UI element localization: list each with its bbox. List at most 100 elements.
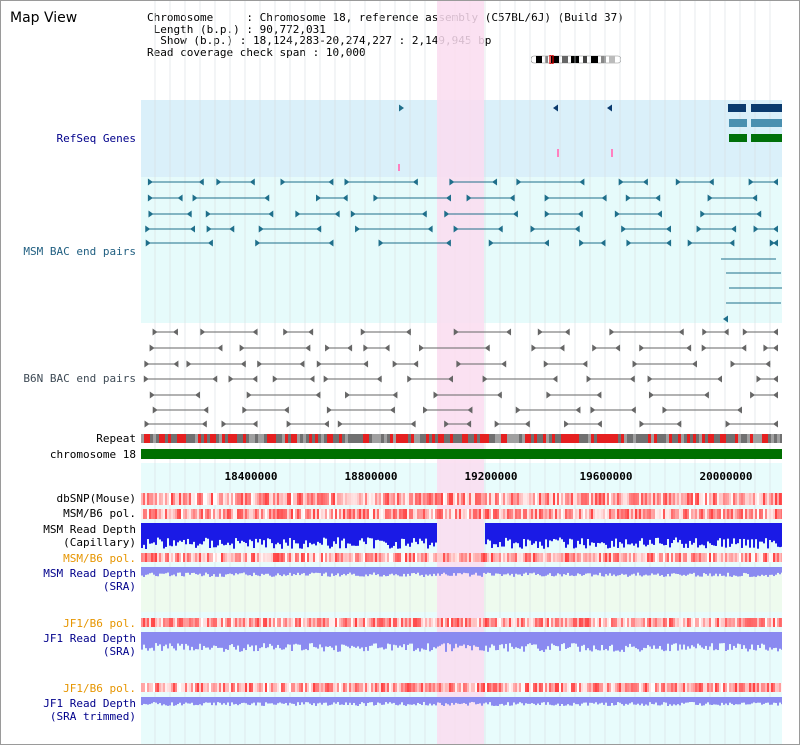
jf1-depth-sra-bar [609,632,611,647]
msm-b6-pol-cell [505,553,507,562]
msm-depth-capillary-bar [661,523,663,544]
jf1-b6-pol-cell [369,618,371,627]
jf1-b6-pol-cell [501,683,503,692]
jf1-b6-pol-cell [203,618,205,627]
chromosome-label-track[interactable]: chromosome 18 [49,448,136,461]
jf1-depth-trim-bar [659,697,661,706]
jf1-b6-pol-cell [671,618,673,627]
b6n-bac-pair-end [582,360,588,368]
repeat-segment [564,434,567,443]
msm-b6-pol-cell [361,553,363,562]
repeat-segment [189,434,192,443]
jf1-depth-sra-bar [179,632,181,646]
msm-depth-capillary-bar [719,523,721,539]
jf1-b6-pol-cell [165,683,167,692]
jf1-b6-pol-cell [243,618,245,627]
jf1-b6-pol-cell [183,618,185,627]
msm-b6-pol-cell [703,553,705,562]
msm-b6-pol-cell [425,509,427,519]
msm-b6-pol-cell [177,553,179,562]
msm-depth-sra-bar [417,567,419,573]
jf1-depth-trim-bar [749,697,751,705]
msm-b6-pol-cell [677,509,679,519]
b6n-bac-pair-end [552,375,558,383]
dbsnp-cell [725,493,727,505]
jf1-b6-pol-label-1[interactable]: JF1/B6 pol. [63,617,136,630]
jf1-b6-pol-cell [521,618,523,627]
jf1-b6-pol-cell [529,683,531,692]
jf1-depth-trim-bar [467,697,469,706]
b6n-bac-pair-end [615,344,621,352]
ideogram-view-marker [549,55,554,64]
repeat-segment [375,434,378,443]
repeat-segment [495,434,498,443]
msm-b6-pol-cell [699,509,701,519]
dbsnp-label[interactable]: dbSNP(Mouse) [56,492,136,505]
jf1-b6-pol-cell [771,618,773,627]
jf1-read-depth-trimmed-label[interactable]: JF1 Read Depth (SRA trimmed) [43,697,136,723]
msm-depth-sra-bar [401,567,403,577]
jf1-b6-pol-cell [513,683,515,692]
b6n-bac-pair-end [149,391,155,399]
msm-b6-pol-cell [587,509,589,519]
jf1-depth-sra-bar [247,632,249,645]
repeat-segment [330,434,333,443]
refseq-gene-block [769,134,782,142]
dbsnp-cell [517,493,519,505]
dbsnp-cell [243,493,245,505]
msm-depth-sra-bar [659,567,661,576]
msm-read-depth-sra-label[interactable]: MSM Read Depth (SRA) [43,567,136,593]
repeat-segment [372,434,375,443]
jf1-depth-sra-bar [771,632,773,650]
msm-b6-pol-cell [565,553,567,562]
msm-depth-capillary-bar [521,523,523,549]
msm-depth-sra-bar [761,567,763,575]
repeat-segment [753,434,756,443]
msm-bac-pair-end [723,315,728,323]
msm-depth-capillary-bar [305,523,307,541]
msm-b6-pol-cell [697,553,699,562]
jf1-b6-pol-label-2[interactable]: JF1/B6 pol. [63,682,136,695]
jf1-read-depth-sra-label[interactable]: JF1 Read Depth (SRA) [43,632,136,658]
msm-read-depth-capillary-label[interactable]: MSM Read Depth (Capillary) [43,523,136,549]
msm-b6-pol-cell [491,553,493,562]
b6n-bac-end-pairs-label[interactable]: B6N BAC end pairs [23,372,136,385]
jf1-b6-pol-cell [151,618,153,627]
repeat-label[interactable]: Repeat [96,432,136,445]
msm-b6-pol-cell [457,509,459,519]
dbsnp-cell [645,493,647,505]
jf1-depth-sra-bar [211,632,213,648]
refseq-genes-label[interactable]: RefSeq Genes [56,132,136,145]
jf1-depth-trim-bar [647,697,649,706]
msm-depth-sra-bar [449,567,451,576]
jf1-b6-pol-cell [261,618,263,627]
dbsnp-cell [143,493,145,505]
msm-bac-pair-end [756,210,762,218]
jf1-depth-trim-bar [237,697,239,706]
dbsnp-cell [193,493,195,505]
repeat-segment [627,434,630,443]
msm-depth-capillary-bar [209,523,211,548]
jf1-b6-pol-cell [239,618,241,627]
msm-bac-pair-end [192,194,198,202]
jf1-depth-trim-bar [251,697,253,704]
jf1-depth-sra-bar [441,632,443,645]
msm-b6-pol-label-1[interactable]: MSM/B6 pol. [63,507,136,520]
msm-b6-pol-cell [579,509,581,519]
jf1-b6-pol-cell [219,683,221,692]
genome-track-canvas[interactable] [141,1,782,745]
jf1-b6-pol-cell [291,618,293,627]
jf1-depth-sra-bar [381,632,383,648]
jf1-b6-pol-cell [767,618,769,627]
msm-bac-end-pairs-label[interactable]: MSM BAC end pairs [23,245,136,258]
msm-b6-pol-cell [781,553,782,562]
dbsnp-cell [251,493,253,505]
jf1-b6-pol-cell [581,683,583,692]
dbsnp-cell [763,493,765,505]
msm-b6-pol-label-2[interactable]: MSM/B6 pol. [63,552,136,565]
repeat-segment [291,434,294,443]
jf1-depth-sra-bar [505,632,507,644]
jf1-depth-sra-bar [309,632,311,644]
repeat-segment [687,434,690,443]
msm-b6-pol-cell [777,509,779,519]
